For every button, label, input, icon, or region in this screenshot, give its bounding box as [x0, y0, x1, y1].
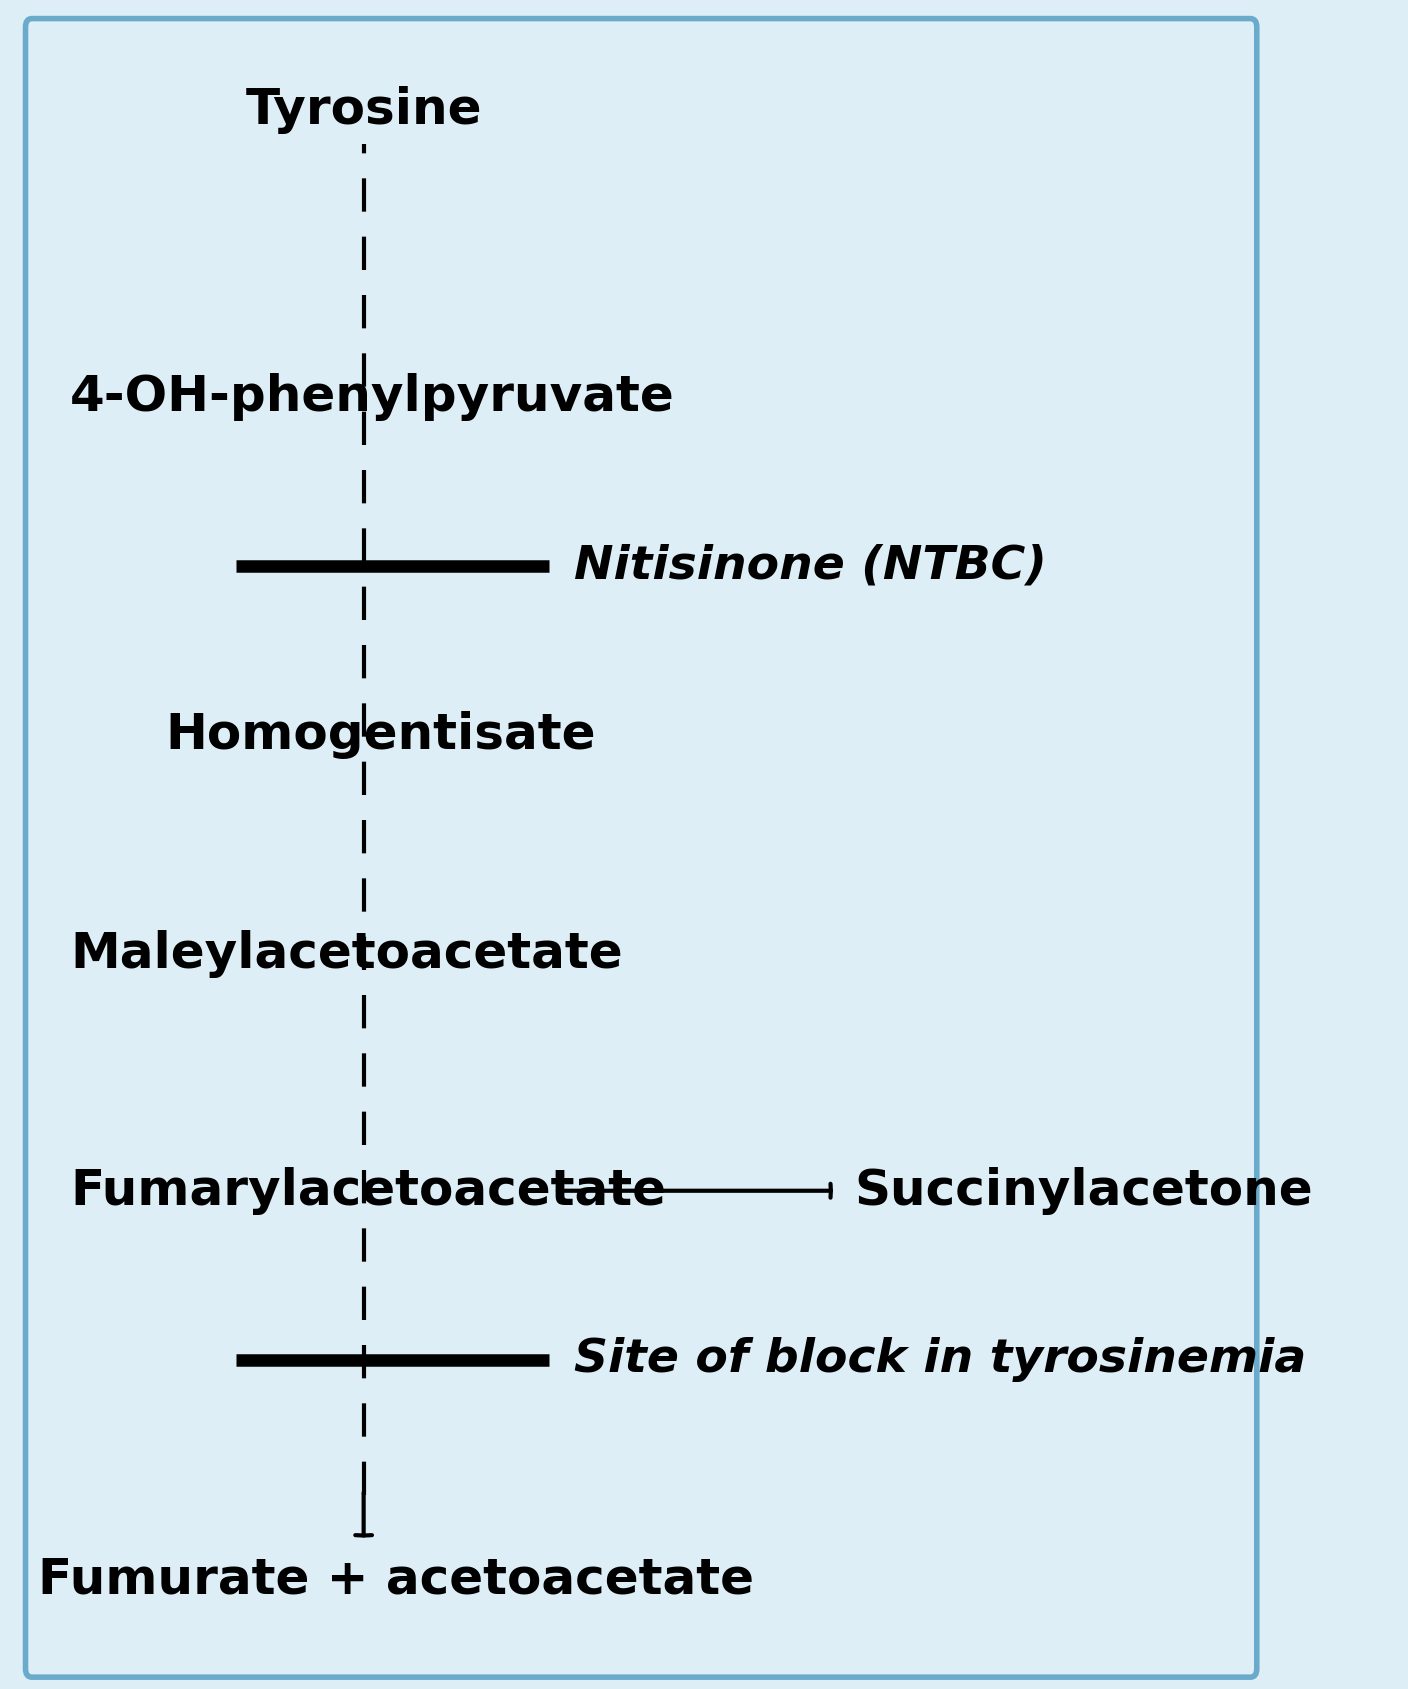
Text: Succinylacetone: Succinylacetone — [855, 1167, 1314, 1214]
Text: Maleylacetoacetate: Maleylacetoacetate — [70, 931, 622, 978]
Text: Homogentisate: Homogentisate — [166, 711, 597, 758]
Text: Site of block in tyrosinemia: Site of block in tyrosinemia — [574, 1338, 1307, 1382]
Text: 4-OH-phenylpyruvate: 4-OH-phenylpyruvate — [70, 373, 674, 421]
Text: Tyrosine: Tyrosine — [245, 86, 482, 133]
Text: Fumarylacetoacetate: Fumarylacetoacetate — [70, 1167, 666, 1214]
Text: Nitisinone (NTBC): Nitisinone (NTBC) — [574, 544, 1048, 588]
Text: Fumurate + acetoacetate: Fumurate + acetoacetate — [38, 1556, 755, 1603]
FancyBboxPatch shape — [25, 19, 1257, 1677]
